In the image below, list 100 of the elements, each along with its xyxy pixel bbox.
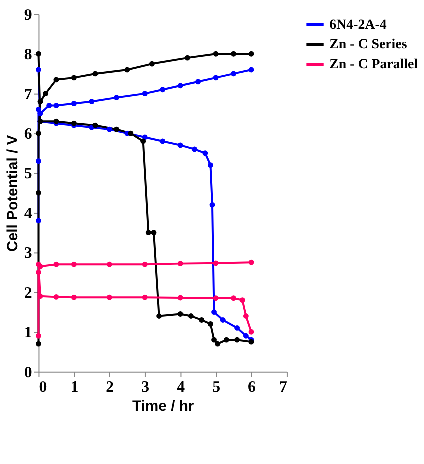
x-tick-label: 2	[106, 379, 114, 396]
point	[178, 142, 184, 148]
point	[36, 158, 42, 164]
point	[208, 162, 214, 168]
point	[212, 337, 217, 343]
point	[240, 298, 246, 304]
point	[248, 260, 254, 266]
point	[160, 138, 166, 144]
point	[188, 314, 194, 319]
point	[71, 75, 77, 81]
point	[231, 296, 236, 302]
point	[140, 138, 146, 144]
point	[106, 262, 112, 268]
point	[213, 260, 219, 266]
point	[199, 318, 205, 323]
point	[184, 55, 190, 61]
point	[156, 314, 162, 319]
y-tick-label: 2	[24, 284, 32, 302]
point	[224, 337, 230, 343]
point	[36, 190, 42, 196]
x-tick-label: 5	[212, 379, 221, 396]
point	[54, 77, 60, 83]
x-tick-label: 0	[39, 379, 48, 396]
point	[213, 51, 219, 57]
point	[54, 103, 60, 108]
point	[114, 126, 120, 132]
y-tick-label: 0	[24, 364, 32, 382]
point	[234, 337, 240, 343]
point	[43, 91, 49, 97]
x-tick-label: 4	[177, 379, 186, 396]
y-tick-label: 1	[24, 324, 32, 342]
x-tick-label: 7	[280, 379, 288, 396]
point	[220, 318, 226, 323]
x-tick-label: 1	[70, 379, 79, 396]
point	[178, 261, 184, 267]
point	[243, 333, 249, 339]
point	[178, 295, 184, 301]
y-tick-label: 3	[24, 245, 32, 262]
y-tick-label: 7	[24, 86, 32, 104]
point	[151, 230, 157, 236]
point	[71, 101, 77, 106]
point	[149, 61, 155, 67]
point	[92, 122, 98, 128]
legend-label: Zn - C Parallel	[330, 58, 418, 72]
point	[208, 321, 214, 327]
point	[231, 51, 236, 57]
point	[248, 329, 254, 335]
point	[46, 103, 52, 108]
x-tick-label: 6	[248, 379, 256, 396]
point	[196, 79, 202, 85]
point	[142, 91, 148, 97]
point	[128, 130, 134, 136]
point	[124, 67, 130, 73]
legend-label: 6N4-2A-4	[330, 18, 387, 33]
point	[71, 262, 77, 268]
legend-label: Zn - C Series	[330, 38, 408, 53]
point	[114, 95, 120, 101]
point	[142, 294, 148, 300]
point	[38, 294, 44, 300]
point	[213, 75, 219, 81]
point	[92, 71, 98, 77]
point	[89, 99, 95, 104]
y-tick-label: 6	[24, 126, 32, 143]
point	[106, 294, 112, 300]
point	[234, 325, 240, 331]
point	[36, 130, 42, 136]
point	[71, 294, 77, 300]
point	[231, 71, 236, 77]
point	[38, 99, 44, 104]
y-tick-label: 4	[24, 205, 32, 222]
point	[213, 296, 219, 302]
point	[160, 87, 166, 93]
point	[210, 202, 216, 208]
y-tick-label: 9	[24, 6, 32, 24]
point	[142, 262, 148, 268]
point	[36, 218, 42, 224]
point	[54, 262, 60, 268]
point	[36, 333, 42, 339]
y-axis-title: Cell Potential / V	[5, 135, 22, 252]
point	[106, 126, 112, 132]
point	[36, 270, 42, 276]
point	[192, 146, 198, 152]
point	[248, 67, 254, 73]
point	[248, 51, 254, 57]
point	[212, 310, 217, 315]
point	[243, 314, 249, 319]
point	[215, 341, 221, 347]
point	[38, 110, 44, 116]
x-tick-label: 3	[142, 379, 150, 396]
point	[202, 150, 208, 156]
point	[146, 230, 152, 236]
point	[54, 294, 60, 300]
point	[36, 341, 42, 347]
y-tick-label: 8	[24, 46, 32, 64]
x-axis-title: Time / hr	[132, 399, 194, 416]
point	[178, 83, 184, 89]
point	[36, 67, 42, 73]
y-tick-label: 5	[24, 166, 32, 183]
point	[36, 51, 42, 57]
point	[178, 312, 184, 317]
